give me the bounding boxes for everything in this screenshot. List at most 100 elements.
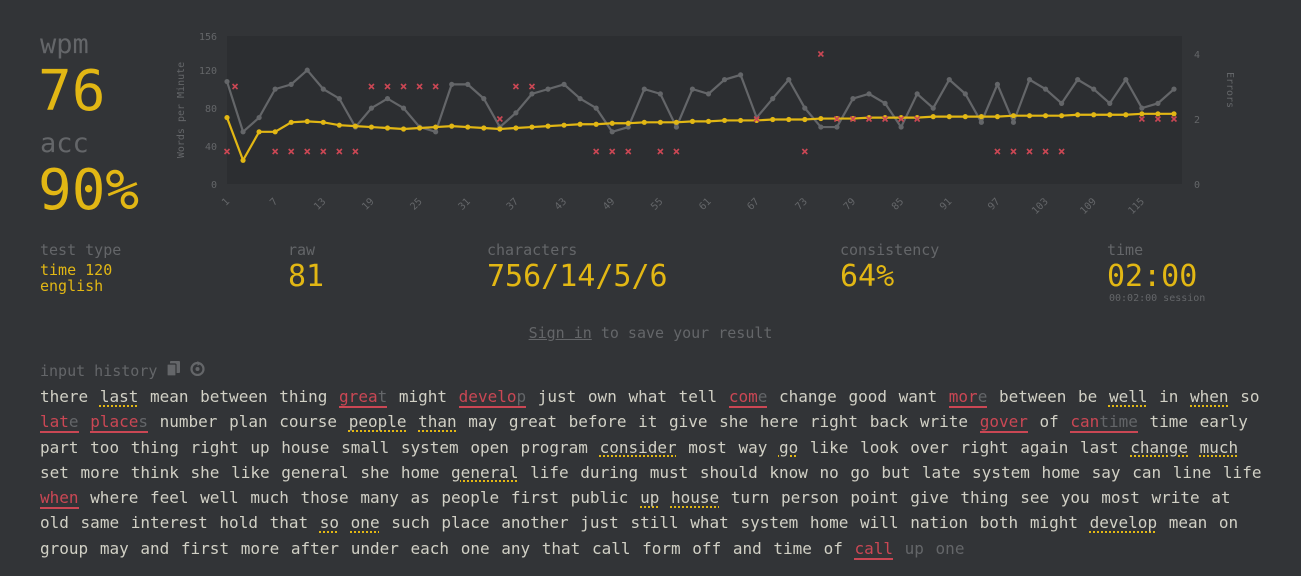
y-tick-label: 40	[205, 142, 217, 153]
history-word: just	[538, 387, 577, 406]
signin-text: to save your result	[592, 324, 773, 342]
history-word-text: old	[40, 513, 69, 532]
history-word-text: right	[810, 412, 858, 431]
history-word: like	[810, 438, 849, 457]
history-word-text: general	[451, 463, 518, 482]
history-word: write	[920, 412, 968, 431]
history-word-text: after	[291, 539, 339, 558]
x-tick-label: 61	[697, 196, 713, 212]
wpm-point	[1075, 112, 1080, 117]
wpm-point	[305, 119, 310, 124]
history-word-text: may	[100, 539, 129, 558]
session-time: 00:02:00 session	[1109, 293, 1205, 304]
history-word: general	[451, 463, 518, 482]
y-tick-label: 80	[205, 104, 217, 115]
history-word-text: form	[642, 539, 681, 558]
history-word: those	[301, 488, 349, 507]
history-word-text: plan	[229, 412, 268, 431]
history-word-text: grea	[339, 387, 378, 406]
history-word: life	[530, 463, 569, 482]
history-word-text: give	[669, 412, 708, 431]
history-word-text: person	[781, 488, 839, 507]
history-word: great	[509, 412, 557, 431]
raw-point	[770, 96, 775, 101]
history-word: say	[1092, 463, 1121, 482]
signin-link[interactable]: Sign in	[529, 324, 592, 342]
x-tick-label: 19	[360, 196, 376, 212]
wpm-point	[738, 118, 743, 123]
history-word-text: right	[191, 438, 239, 457]
history-word-text: call	[592, 539, 631, 558]
history-word-text: between	[200, 387, 267, 406]
history-word-text: people	[441, 488, 499, 507]
history-word-text: no	[820, 463, 839, 482]
test-type-label: test type	[40, 243, 121, 258]
history-word: house	[671, 488, 719, 507]
history-word-text: between	[999, 387, 1066, 406]
history-word: small	[341, 438, 389, 457]
history-word-text: right	[960, 438, 1008, 457]
history-word: much	[250, 488, 289, 507]
wpm-point	[561, 123, 566, 128]
history-word-text: turn	[731, 488, 770, 507]
history-word: so	[320, 513, 339, 532]
history-word: thing	[131, 438, 179, 457]
history-word: nation	[910, 513, 968, 532]
history-word: off	[692, 539, 721, 558]
history-word-missed: s	[138, 412, 148, 431]
history-word: know	[769, 463, 808, 482]
history-word-text: look	[860, 438, 899, 457]
raw-point	[273, 87, 278, 92]
wpm-point	[401, 126, 406, 131]
history-word: before	[569, 412, 627, 431]
history-word-text: develop	[1090, 513, 1157, 532]
copy-icon[interactable]	[167, 361, 180, 380]
history-word-text: mean	[150, 387, 189, 406]
x-tick-label: 91	[938, 196, 954, 212]
y2-axis-label: Errors	[1224, 72, 1235, 108]
history-word-text: still	[630, 513, 678, 532]
stat-consistency: consistency 64%	[840, 243, 939, 292]
history-word-text: line	[1173, 463, 1212, 482]
history-word: set	[40, 463, 69, 482]
history-word-text: gover	[980, 412, 1028, 431]
history-icon[interactable]	[190, 361, 205, 380]
history-word-text: thing	[131, 438, 179, 457]
history-word-text: go	[779, 438, 798, 457]
raw-point	[882, 101, 887, 106]
wpm-point	[931, 114, 936, 119]
history-word-text: when	[1190, 387, 1229, 406]
history-word-text: one	[936, 539, 965, 558]
history-word: people	[349, 412, 407, 431]
wpm-point	[1059, 113, 1064, 118]
history-word: most	[688, 438, 727, 457]
history-word-missed: e	[69, 412, 79, 431]
x-tick-label: 43	[553, 196, 569, 212]
raw-point	[979, 120, 984, 125]
history-word: might	[399, 387, 447, 406]
history-word: form	[642, 539, 681, 558]
history-word-text: want	[899, 387, 938, 406]
raw-point	[578, 96, 583, 101]
history-word: group	[40, 539, 88, 558]
history-word: interest	[131, 513, 208, 532]
raw-point	[305, 68, 310, 73]
signin-prompt: Sign in to save your result	[0, 324, 1301, 342]
history-word: can	[1132, 463, 1161, 482]
wpm-point	[545, 124, 550, 129]
history-word: between	[200, 387, 267, 406]
history-word-text: change	[1130, 438, 1188, 457]
history-word: one	[351, 513, 380, 532]
history-word-text: in	[1159, 387, 1178, 406]
history-word: open	[470, 438, 509, 457]
raw-point	[1011, 120, 1016, 125]
x-tick-label: 55	[649, 196, 665, 212]
history-word: people	[441, 488, 499, 507]
wpm-point	[465, 124, 470, 129]
history-word-text: that	[542, 539, 581, 558]
history-word-text: as	[410, 488, 429, 507]
raw-point	[931, 106, 936, 111]
history-word: system	[740, 513, 798, 532]
wpm-point	[369, 124, 374, 129]
history-word: still	[630, 513, 678, 532]
